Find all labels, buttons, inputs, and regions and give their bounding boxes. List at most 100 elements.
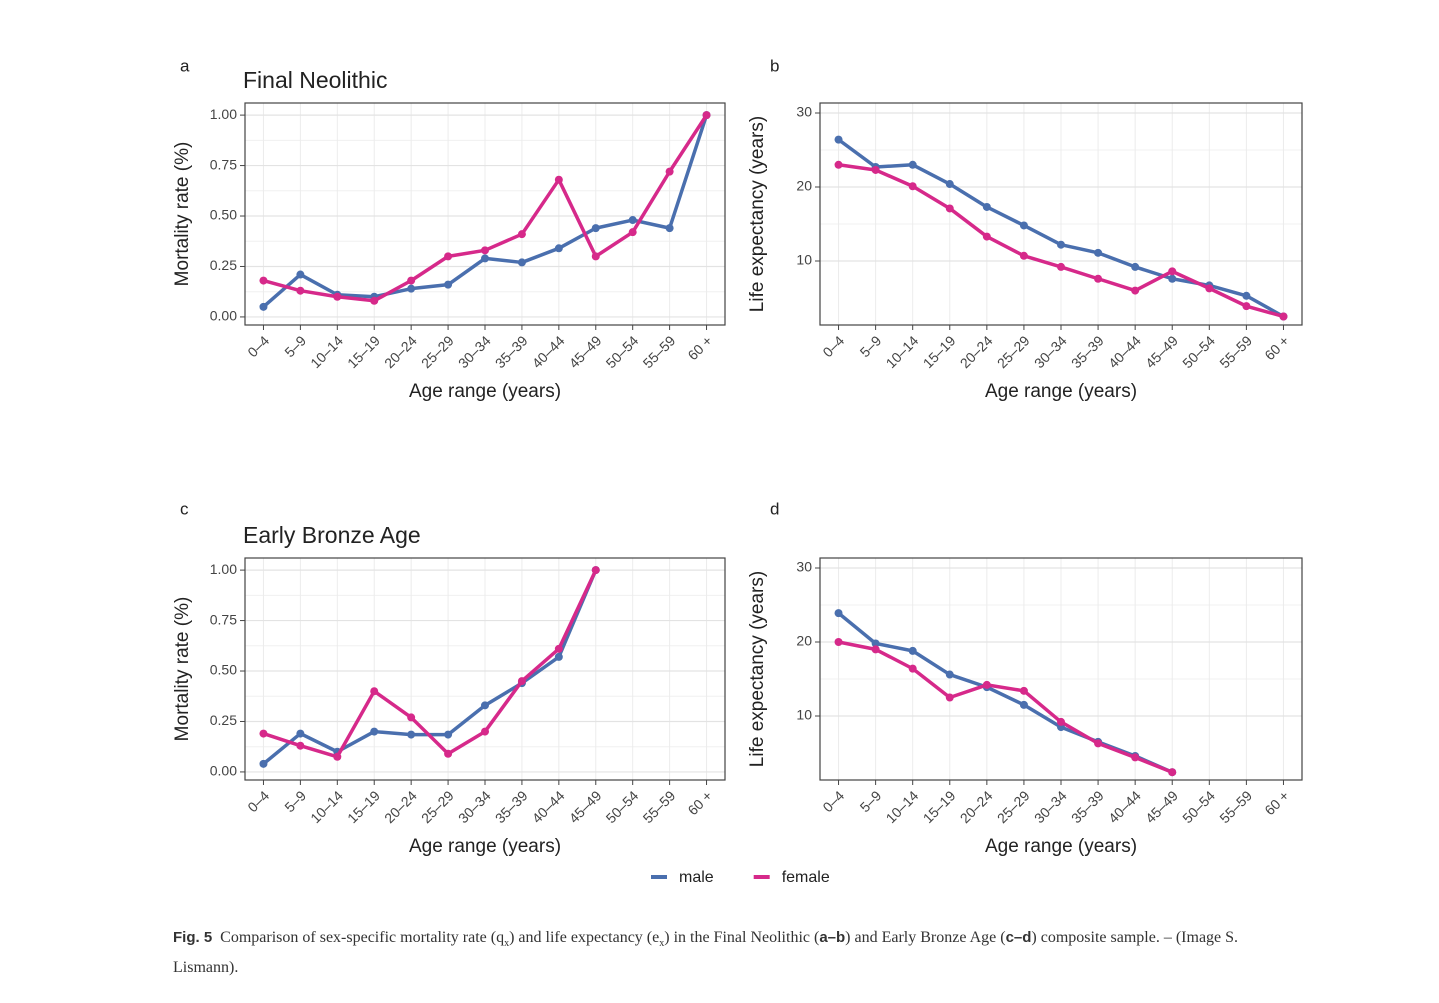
data-point [591, 566, 600, 575]
y-tick-label: 0.25 [210, 257, 237, 273]
x-tick-label: 35–39 [1068, 787, 1107, 826]
x-axis-label: Age range (years) [985, 836, 1137, 857]
data-point [945, 670, 954, 679]
data-point [554, 644, 563, 653]
x-tick-label: 10–14 [307, 787, 346, 826]
x-tick-label: 5–9 [857, 787, 885, 815]
y-tick-label: 0.25 [210, 712, 237, 728]
legend-label: female [782, 869, 830, 886]
data-point [481, 701, 489, 710]
series-line [262, 569, 598, 759]
y-tick-label: 0.50 [210, 662, 237, 678]
data-point [407, 276, 416, 285]
x-axis-label: Age range (years) [409, 836, 561, 857]
y-axis-label: Mortality rate (%) [172, 142, 193, 287]
x-tick-label: 5–9 [281, 332, 309, 360]
x-tick-label: 10–14 [307, 332, 346, 371]
data-point [1019, 686, 1028, 695]
data-point [259, 276, 268, 285]
x-tick-label: 15–19 [920, 332, 959, 371]
y-axis-label: Life expectancy (years) [747, 571, 768, 767]
data-point [945, 693, 954, 702]
data-point [982, 232, 991, 241]
y-tick-label: 30 [796, 104, 812, 120]
x-tick-label: 60 + [684, 332, 715, 363]
data-point [1094, 248, 1103, 257]
data-point [1242, 302, 1251, 311]
x-tick-label: 55–59 [640, 787, 679, 826]
data-point [1131, 262, 1140, 271]
data-point [834, 135, 843, 144]
caption-text: Comparison of sex-specific mortality rat… [220, 929, 505, 946]
x-tick-label: 45–49 [1142, 332, 1181, 371]
x-tick-label: 15–19 [344, 332, 383, 371]
x-tick-label: 40–44 [1105, 787, 1144, 826]
x-tick-label: 50–54 [603, 787, 642, 826]
data-point [481, 254, 489, 263]
data-point [1168, 768, 1177, 777]
data-point [407, 284, 416, 293]
data-point [945, 180, 954, 189]
x-tick-label: 25–29 [418, 332, 457, 371]
x-tick-label: 40–44 [1105, 332, 1144, 371]
data-point [702, 111, 711, 120]
y-tick-label: 20 [796, 178, 812, 194]
data-point [296, 741, 305, 750]
y-axis-label: Life expectancy (years) [747, 116, 768, 312]
x-tick-label: 40–44 [529, 332, 568, 371]
x-tick-label: 40–44 [529, 787, 568, 826]
data-point [1057, 717, 1065, 726]
data-point [554, 175, 563, 184]
data-point [665, 224, 674, 233]
y-tick-label: 10 [796, 252, 812, 268]
x-tick-label: 15–19 [344, 787, 383, 826]
figure: a Final Neolithic 0.00 0.25 0.50 0.75 1.00 0–4 5… [172, 56, 1303, 886]
panel-letter: c [180, 499, 189, 518]
x-tick-label: 10–14 [883, 332, 922, 371]
data-point [591, 224, 600, 233]
data-point [259, 302, 268, 311]
x-tick-label: 30–34 [455, 787, 494, 826]
x-tick-label: 20–24 [957, 787, 996, 826]
data-point [481, 727, 489, 736]
caption-sub: x [659, 938, 665, 950]
chart-title: Early Bronze Age [243, 522, 421, 548]
data-point [1205, 284, 1214, 293]
data-point [1131, 753, 1140, 762]
panel-letter: d [770, 499, 779, 518]
data-point [834, 637, 843, 646]
data-point [834, 609, 843, 618]
data-point [1057, 262, 1065, 271]
x-tick-label: 30–34 [1031, 787, 1070, 826]
x-tick-label: 45–49 [1142, 787, 1181, 826]
y-tick-label: 0.00 [210, 763, 237, 779]
chart-title: Final Neolithic [243, 67, 387, 93]
data-point [370, 727, 379, 736]
data-point [591, 252, 600, 261]
legend-label: male [679, 869, 714, 886]
data-point [1094, 739, 1103, 748]
x-tick-label: 25–29 [994, 787, 1033, 826]
data-point [407, 730, 416, 739]
data-point [259, 729, 268, 738]
caption-text: ) composite sample. – (Image S. Lismann)… [173, 929, 1239, 977]
panel-letter: b [770, 56, 779, 75]
caption-bold: a–b [819, 929, 846, 946]
y-tick-label: 0.50 [210, 207, 237, 223]
x-tick-label: 35–39 [1068, 332, 1107, 371]
data-point [554, 652, 563, 661]
x-tick-label: 20–24 [381, 787, 420, 826]
x-tick-label: 50–54 [1179, 332, 1218, 371]
data-point [517, 677, 526, 686]
data-point [834, 160, 843, 169]
x-tick-label: 60 + [1261, 332, 1292, 363]
y-tick-label: 1.00 [210, 106, 237, 122]
x-tick-label: 60 + [1261, 787, 1292, 818]
data-point [1242, 291, 1251, 300]
data-point [370, 296, 379, 305]
caption-text: ) in the Final Neolithic ( [664, 929, 820, 946]
data-point [945, 204, 954, 213]
data-point [1168, 274, 1177, 283]
x-tick-label: 20–24 [381, 332, 420, 371]
